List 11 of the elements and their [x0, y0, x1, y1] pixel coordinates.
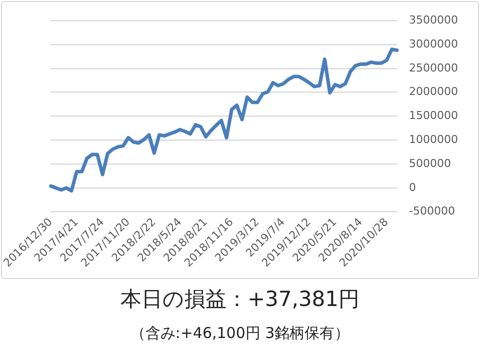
text: 本日の損益：+37,381円 [119, 286, 361, 313]
text: （含み:+46,100円 3銘柄保有） [129, 323, 351, 344]
y-tick-label: 1000000 [409, 132, 458, 146]
y-tick-label: 3500000 [409, 13, 458, 26]
y-tick-label: 2000000 [409, 85, 458, 98]
y-tick-label: 500000 [409, 156, 452, 170]
y-tick-label: -500000 [409, 204, 455, 218]
y-tick-label: 2500000 [409, 61, 458, 74]
y-tick-label: 1500000 [409, 109, 458, 122]
y-tick-label: 3000000 [409, 37, 458, 50]
y-tick-label: 0 [409, 180, 416, 194]
